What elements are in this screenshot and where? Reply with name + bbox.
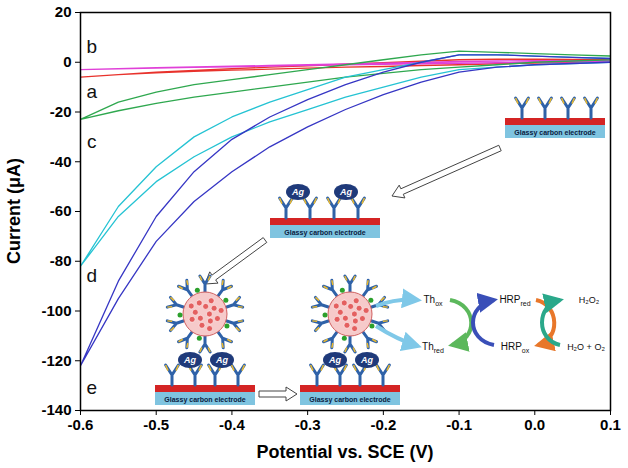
- svg-text:Glassy carbon electrode: Glassy carbon electrode: [309, 396, 390, 404]
- svg-text:Glassy carbon electrode: Glassy carbon electrode: [164, 396, 245, 404]
- svg-text:-0.6: -0.6: [68, 416, 94, 433]
- svg-text:-0.3: -0.3: [295, 416, 321, 433]
- svg-text:Thred: Thred: [422, 341, 444, 354]
- svg-text:-140: -140: [41, 401, 71, 418]
- svg-text:-80: -80: [50, 252, 72, 269]
- svg-text:-120: -120: [41, 352, 71, 369]
- svg-text:-20: -20: [50, 103, 72, 120]
- svg-text:-100: -100: [41, 302, 71, 319]
- svg-text:20: 20: [55, 3, 72, 20]
- svg-text:0: 0: [63, 53, 71, 70]
- svg-text:-0.2: -0.2: [370, 416, 396, 433]
- svg-text:Ag: Ag: [183, 355, 196, 365]
- svg-text:e: e: [87, 377, 98, 398]
- svg-text:H₂O + O₂: H₂O + O₂: [567, 342, 605, 352]
- svg-text:-60: -60: [50, 202, 72, 219]
- svg-text:Ag: Ag: [339, 187, 352, 197]
- svg-text:a: a: [87, 81, 98, 102]
- svg-text:-40: -40: [50, 153, 72, 170]
- svg-text:Ag: Ag: [360, 355, 373, 365]
- svg-text:Thox: Thox: [423, 294, 443, 307]
- svg-text:HRPred: HRPred: [499, 294, 530, 307]
- svg-text:-0.5: -0.5: [143, 416, 169, 433]
- svg-text:-0.4: -0.4: [219, 416, 246, 433]
- svg-text:Glassy carbon electrode: Glassy carbon electrode: [514, 129, 595, 137]
- svg-text:Glassy carbon electrode: Glassy carbon electrode: [284, 229, 365, 237]
- svg-text:d: d: [87, 265, 98, 286]
- svg-text:Potential vs. SCE (V): Potential vs. SCE (V): [256, 442, 433, 462]
- svg-text:Ag: Ag: [215, 355, 228, 365]
- svg-text:b: b: [87, 36, 98, 57]
- svg-text:Ag: Ag: [328, 355, 341, 365]
- svg-text:c: c: [87, 131, 97, 152]
- svg-text:HRPox: HRPox: [501, 341, 530, 354]
- svg-text:H₂O₂: H₂O₂: [579, 295, 600, 305]
- svg-text:Ag: Ag: [291, 187, 304, 197]
- svg-text:Current (μA): Current (μA): [4, 158, 24, 264]
- svg-text:0.0: 0.0: [524, 416, 545, 433]
- svg-text:0.1: 0.1: [600, 416, 621, 433]
- svg-text:-0.1: -0.1: [446, 416, 472, 433]
